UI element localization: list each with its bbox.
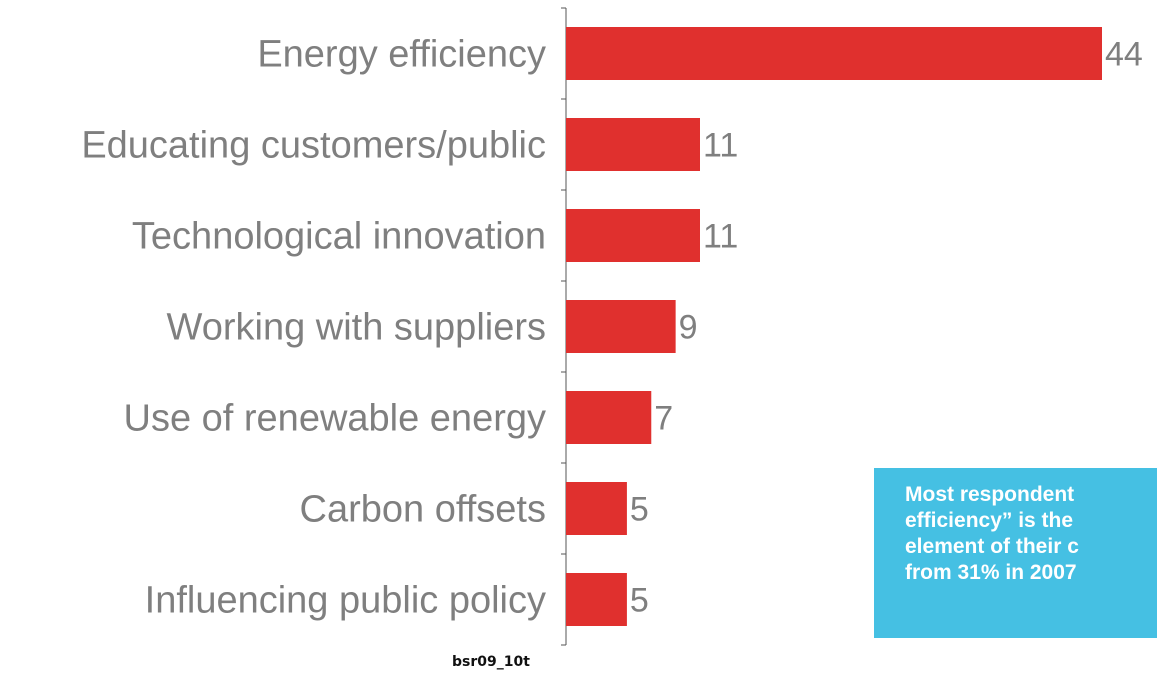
bar	[566, 391, 652, 444]
value-labels-group: 44 11 11 9 7 5 5	[630, 36, 1143, 620]
callout-line: efficiency” is the	[905, 509, 1074, 532]
value-label: 11	[703, 127, 738, 165]
value-label: 9	[679, 309, 698, 347]
bar	[566, 300, 676, 353]
bars-group	[566, 27, 1102, 626]
value-label: 5	[630, 491, 649, 529]
chart-footer-code: bsr09_10t	[452, 654, 530, 670]
bar	[566, 27, 1102, 80]
callout-line: element of their c	[905, 535, 1079, 558]
callout-line: Most respondent	[905, 483, 1075, 506]
category-label: Working with suppliers	[167, 307, 546, 349]
bar	[566, 209, 700, 262]
value-label: 7	[654, 400, 673, 438]
category-label: Use of renewable energy	[124, 398, 546, 440]
bar	[566, 573, 627, 626]
category-label: Influencing public policy	[145, 580, 546, 622]
category-label: Technological innovation	[132, 216, 546, 258]
value-label: 44	[1105, 36, 1143, 74]
category-label: Carbon offsets	[300, 489, 546, 531]
bar	[566, 482, 627, 535]
value-label: 11	[703, 218, 738, 256]
value-label: 5	[630, 582, 649, 620]
callout-line: from 31% in 2007	[905, 561, 1077, 584]
axis-ticks	[561, 7, 566, 646]
category-label: Energy efficiency	[257, 34, 546, 76]
callout-box: Most respondent efficiency” is the eleme…	[874, 468, 1157, 638]
category-label: Educating customers/public	[81, 125, 546, 167]
bar	[566, 118, 700, 171]
category-labels-group: Energy efficiency Educating customers/pub…	[81, 34, 546, 622]
